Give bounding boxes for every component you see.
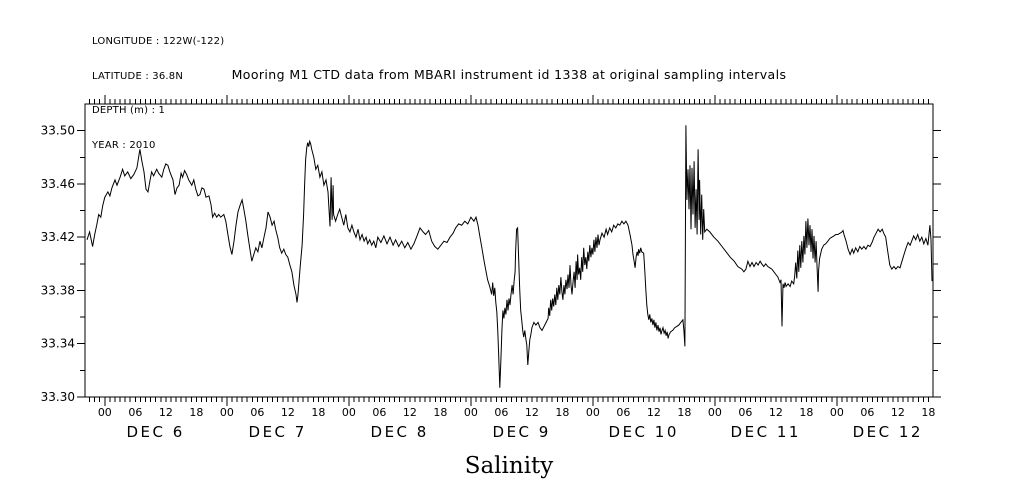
x-axis-hour-label: 18	[189, 406, 203, 419]
x-axis-hour-label: 18	[555, 406, 569, 419]
station-metadata: LONGITUDE : 122W(-122) LATITUDE : 36.8N …	[92, 13, 224, 174]
x-axis-hour-label: 00	[342, 406, 356, 419]
x-axis-hour-label: 06	[494, 406, 508, 419]
x-axis-hour-label: 12	[769, 406, 783, 419]
y-axis-tick-label: 33.46	[41, 177, 75, 191]
x-axis-hour-label: 00	[98, 406, 112, 419]
metadata-latitude: LATITUDE : 36.8N	[92, 70, 184, 82]
x-axis-day-label: DEC 8	[371, 423, 429, 441]
y-axis-tick-label: 33.30	[41, 390, 75, 404]
x-axis-day-label: DEC 7	[249, 423, 307, 441]
x-axis-day-label: DEC 6	[127, 423, 185, 441]
salinity-trace	[86, 125, 933, 388]
x-axis-hour-label: 18	[799, 406, 813, 419]
x-axis-day-label: DEC 12	[853, 423, 923, 441]
x-axis-hour-label: 12	[647, 406, 661, 419]
x-axis-hour-label: 12	[525, 406, 539, 419]
metadata-longitude: LONGITUDE : 122W(-122)	[92, 36, 225, 47]
x-axis-hour-label: 18	[921, 406, 935, 419]
x-axis-hour-label: 06	[250, 406, 264, 419]
y-axis-tick-label: 33.42	[41, 230, 75, 244]
x-axis-day-label: DEC 11	[731, 423, 801, 441]
plot-title: Mooring M1 CTD data from MBARI instrumen…	[231, 67, 787, 82]
y-axis-tick-label: 33.34	[41, 337, 75, 351]
x-axis-hour-label: 00	[464, 406, 478, 419]
x-axis-hour-label: 06	[372, 406, 386, 419]
x-axis-hour-label: 12	[403, 406, 417, 419]
y-axis-tick-label: 33.38	[41, 283, 75, 297]
x-axis-hour-label: 00	[220, 406, 234, 419]
axis-tick-labels: 33.30 33.34 33.38 33.42 33.46 33.50 00 06 12 18 00…	[41, 124, 936, 441]
plot-frame	[84, 103, 934, 398]
x-axis-day-label: DEC 9	[493, 423, 551, 441]
x-axis-hour-label: 06	[128, 406, 142, 419]
x-axis-hour-label: 12	[891, 406, 905, 419]
axes-frame-and-ticks	[77, 95, 941, 406]
x-axis-hour-label: 18	[433, 406, 447, 419]
x-axis-hour-label: 06	[738, 406, 752, 419]
x-axis-hour-label: 12	[159, 406, 173, 419]
x-axis-hour-label: 06	[860, 406, 874, 419]
x-axis-caption: Salinity	[464, 453, 554, 479]
x-axis-hour-label: 00	[830, 406, 844, 419]
x-axis-hour-label: 00	[586, 406, 600, 419]
x-axis-hour-label: 18	[677, 406, 691, 419]
x-axis-day-label: DEC 10	[609, 423, 679, 441]
y-axis-tick-label: 33.50	[41, 124, 75, 138]
x-axis-hour-label: 12	[281, 406, 295, 419]
metadata-year: YEAR : 2010	[92, 139, 156, 151]
x-axis-hour-label: 18	[311, 406, 325, 419]
x-axis-hour-label: 00	[708, 406, 722, 419]
metadata-depth: DEPTH (m) : 1	[92, 105, 166, 116]
x-axis-hour-label: 06	[616, 406, 630, 419]
